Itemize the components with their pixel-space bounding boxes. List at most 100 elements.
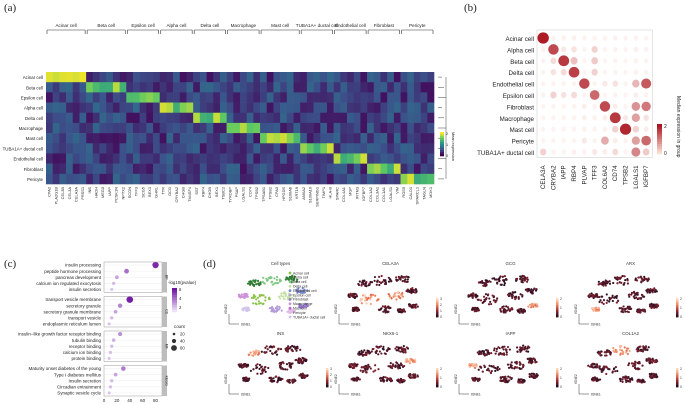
tsne-point (593, 376, 597, 379)
tsne-point (607, 367, 610, 371)
heatmap-cell (119, 163, 127, 175)
heatmap-cell (86, 82, 94, 93)
tsne-point (642, 345, 645, 348)
tsne-point (291, 274, 294, 277)
tsne-point (473, 379, 476, 382)
legend-tick: 6 (179, 287, 182, 292)
tsne-point (648, 362, 651, 365)
heatmap-cell (112, 92, 120, 103)
tsne-point (258, 284, 261, 287)
heatmap-gene-label: TPSB2 (267, 187, 272, 199)
celltype-legend-label: Beta cell (293, 280, 307, 284)
legend-gradient-step (676, 302, 679, 306)
heatmap-cell (380, 102, 388, 114)
violin-mark (551, 115, 556, 121)
tsne-point (269, 276, 273, 279)
tsne-point (366, 368, 369, 371)
tsne-point (359, 369, 362, 372)
tsne-point (394, 365, 397, 368)
tsne-point (280, 292, 283, 295)
tsne-point (505, 305, 508, 308)
tsne-axis-y-label: tSNE2 (334, 374, 338, 384)
heatmap-cell (320, 153, 328, 164)
tsne-point (353, 366, 356, 369)
tsne-point (488, 297, 491, 300)
tsne-point (260, 365, 263, 368)
heatmap-cell (72, 133, 80, 144)
tsne-point (619, 344, 622, 348)
heatmap-cell (106, 102, 114, 114)
legend-tick: 0 (440, 385, 442, 389)
tsne-point (615, 294, 619, 298)
tsne-point (499, 376, 502, 379)
tsne-point (270, 281, 273, 284)
tsne-point (534, 361, 537, 364)
size-legend-dot (171, 345, 177, 351)
heatmap-cell (240, 82, 247, 93)
tsne-point (273, 310, 276, 313)
violin-mark (613, 35, 618, 41)
heatmap-cell (173, 102, 181, 114)
dotplot-gene-label: RBP4 (571, 165, 578, 182)
heatmap-cell (340, 92, 348, 103)
tsne-point (471, 292, 475, 295)
heatmap-cell (273, 72, 281, 83)
heatmap-cell (280, 112, 288, 124)
tsne-panel-title: NKX6-1 (383, 331, 399, 336)
legend-gradient-step (676, 310, 679, 313)
group-label: Delta cell (200, 23, 219, 28)
heatmap-gene-label: CEL3B (60, 187, 65, 200)
heatmap-cell (106, 72, 114, 83)
heatmap-cell (199, 122, 207, 134)
tsne-point (648, 291, 651, 294)
heatmap-cell (126, 122, 134, 134)
tsne-point (505, 351, 508, 354)
tsne-point (395, 349, 398, 352)
tsne-point (634, 277, 637, 280)
heatmap-cell (273, 153, 281, 164)
tsne-point (645, 348, 648, 351)
heatmap-cell (153, 102, 161, 114)
heatmap-cell (300, 143, 308, 154)
tsne-point (366, 349, 370, 353)
tsne-point (477, 309, 480, 312)
heatmap-cell (86, 112, 94, 124)
tsne-point (406, 280, 409, 283)
tsne-point (405, 275, 408, 278)
heatmap-cell (246, 153, 254, 164)
heatmap-cell (280, 92, 288, 103)
tsne-point (522, 309, 526, 312)
tsne-point (414, 375, 417, 379)
legend-gradient-step (436, 370, 439, 373)
tsne-point (301, 362, 304, 365)
heatmap-cell (253, 133, 261, 144)
tsne-axis-y-label: tSNE2 (574, 374, 578, 384)
heatmap-cell (353, 173, 361, 185)
heatmap-cell (300, 82, 308, 93)
tsne-point (531, 289, 535, 292)
tsne-point (256, 279, 260, 282)
legend-gradient-step (556, 310, 559, 313)
heatmap-cell (153, 153, 161, 164)
violin-mark (602, 149, 608, 155)
heatmap-cell (373, 112, 381, 124)
tsne-point (621, 378, 624, 381)
tsne-point (394, 295, 397, 298)
tsne-point (302, 357, 305, 360)
heatmap-cell (72, 153, 80, 164)
violin-mark (551, 80, 556, 87)
heatmap-cell (400, 82, 408, 93)
violin-mark (612, 103, 618, 110)
heatmap-cell (253, 72, 261, 83)
violin-mark (540, 69, 546, 75)
heatmap-cell (59, 173, 67, 185)
heatmap-cell (206, 163, 214, 175)
heatmap-cell (266, 122, 274, 134)
tsne-point (501, 353, 504, 356)
heatmap-cell (373, 102, 381, 114)
term-dot (118, 331, 123, 337)
tsne-point (372, 370, 375, 373)
heatmap-cell (153, 133, 161, 144)
tsne-point (530, 362, 533, 365)
tsne-point (652, 359, 655, 363)
